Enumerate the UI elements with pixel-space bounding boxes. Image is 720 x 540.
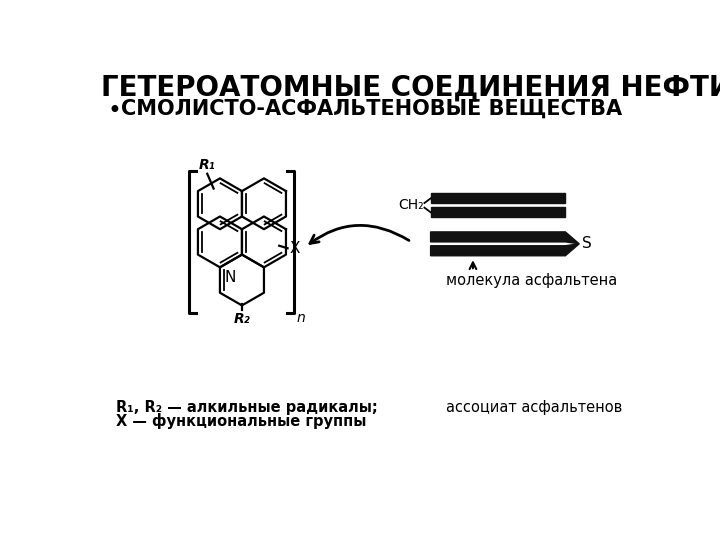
Text: R₁: R₁: [199, 158, 215, 172]
Bar: [431, 207, 565, 217]
Bar: [431, 193, 565, 204]
Text: S: S: [582, 237, 591, 251]
Text: R₁, R₂ — алкильные радикалы;: R₁, R₂ — алкильные радикалы;: [117, 400, 378, 415]
Text: n: n: [297, 311, 305, 325]
Text: R₂: R₂: [233, 312, 251, 326]
Text: молекула асфальтена: молекула асфальтена: [446, 273, 617, 288]
Text: X — функциональные группы: X — функциональные группы: [117, 413, 366, 429]
Text: N: N: [225, 270, 236, 285]
Polygon shape: [431, 232, 579, 244]
Polygon shape: [431, 244, 579, 256]
Text: ГЕТЕРОАТОМНЫЕ СОЕДИНЕНИЯ НЕФТИ:: ГЕТЕРОАТОМНЫЕ СОЕДИНЕНИЯ НЕФТИ:: [101, 74, 720, 102]
Text: •: •: [107, 99, 121, 123]
Text: СМОЛИСТО-АСФАЛЬТЕНОВЫЕ ВЕЩЕСТВА: СМОЛИСТО-АСФАЛЬТЕНОВЫЕ ВЕЩЕСТВА: [121, 99, 622, 119]
Text: X: X: [289, 241, 300, 256]
Text: CH₂: CH₂: [398, 198, 423, 212]
Text: ассоциат асфальтенов: ассоциат асфальтенов: [446, 400, 622, 415]
